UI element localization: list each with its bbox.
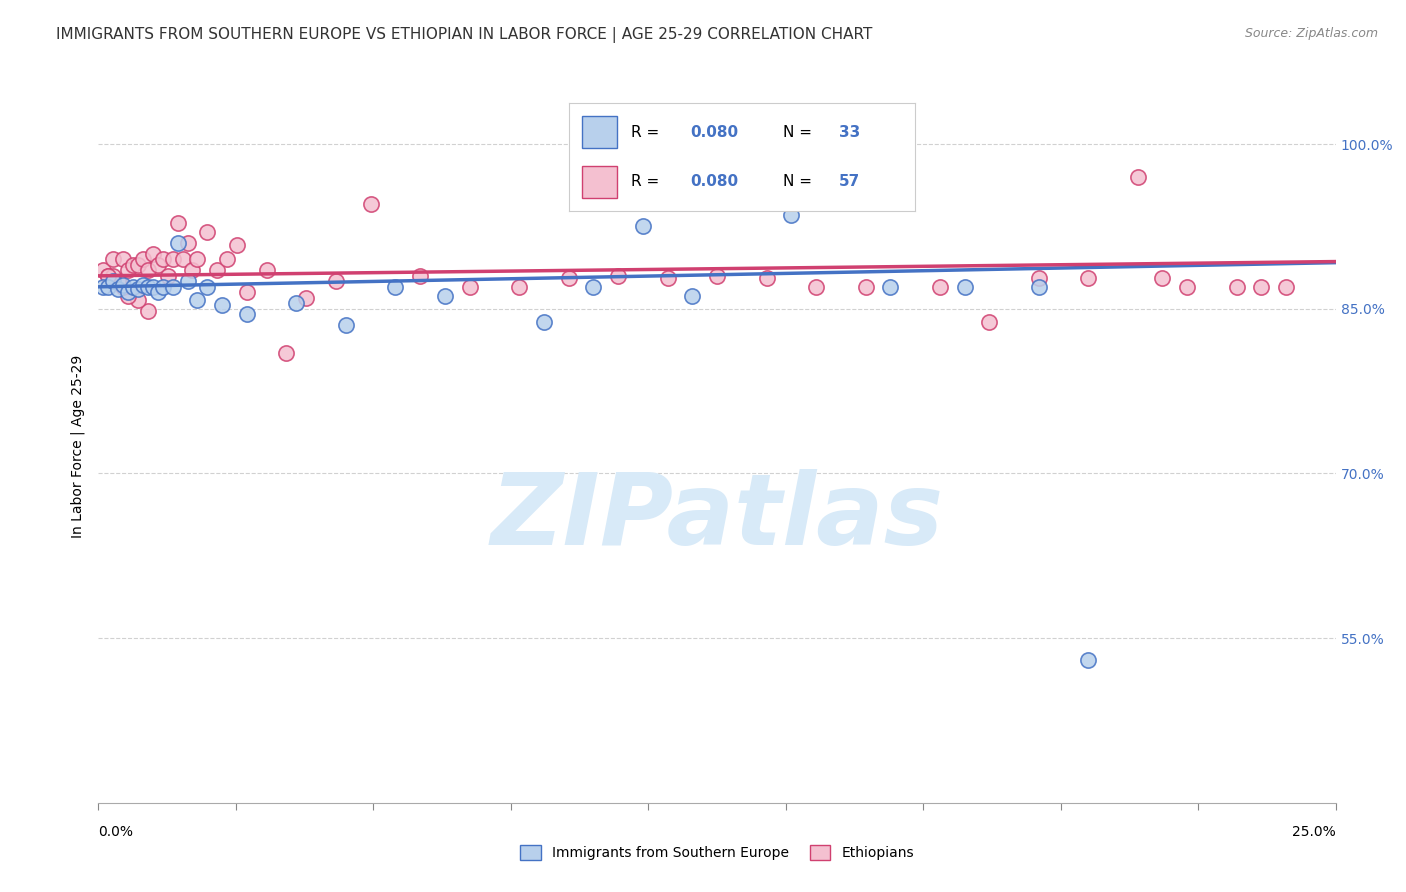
Point (557, 271, 579, 285)
Point (172, 252, 194, 267)
Text: 25.0%: 25.0% (1292, 825, 1336, 839)
Point (112, 277, 135, 292)
Point (631, 219, 654, 234)
Point (755, 271, 778, 285)
Point (122, 280, 145, 294)
Point (127, 293, 149, 307)
Point (127, 282, 149, 296)
Point (855, 280, 877, 294)
Point (1028, 271, 1050, 285)
Legend: Immigrants from Southern Europe, Ethiopians: Immigrants from Southern Europe, Ethiopi… (513, 838, 921, 867)
Point (360, 197, 382, 211)
Point (97, 280, 120, 294)
Point (146, 258, 169, 272)
Point (879, 280, 901, 294)
Point (162, 252, 184, 267)
Point (433, 288, 456, 302)
Point (146, 285, 169, 300)
Point (195, 280, 218, 294)
Point (384, 280, 406, 294)
Point (117, 288, 139, 302)
Point (295, 291, 318, 305)
Point (706, 268, 728, 283)
Point (533, 315, 555, 329)
Point (112, 252, 135, 267)
Point (132, 252, 155, 267)
Point (176, 274, 198, 288)
Text: 0.0%: 0.0% (98, 825, 134, 839)
Point (103, 268, 125, 283)
Point (508, 280, 530, 294)
Point (211, 298, 233, 312)
Point (953, 280, 976, 294)
Point (107, 274, 129, 288)
Text: Source: ZipAtlas.com: Source: ZipAtlas.com (1244, 27, 1378, 40)
Point (136, 280, 159, 294)
Point (681, 288, 703, 302)
Point (186, 293, 208, 307)
Point (1226, 280, 1249, 294)
Point (256, 263, 278, 277)
Point (107, 282, 129, 296)
Point (657, 271, 679, 285)
Point (97, 268, 120, 283)
Point (285, 296, 308, 310)
Point (195, 225, 218, 239)
Point (127, 258, 149, 272)
Point (1077, 271, 1099, 285)
Point (117, 263, 139, 277)
Point (1152, 271, 1174, 285)
Point (152, 252, 174, 267)
Point (186, 252, 208, 267)
Point (103, 252, 125, 267)
Point (236, 285, 259, 300)
Point (93, 263, 115, 277)
Point (1250, 280, 1272, 294)
Text: ZIPatlas: ZIPatlas (491, 469, 943, 566)
Point (325, 274, 347, 288)
Point (176, 235, 198, 250)
Point (136, 263, 159, 277)
Point (142, 247, 165, 261)
Point (1275, 280, 1298, 294)
Point (458, 280, 481, 294)
Point (1077, 653, 1099, 667)
Point (117, 285, 139, 300)
Point (166, 216, 188, 230)
Point (136, 304, 159, 318)
Point (122, 258, 145, 272)
Point (205, 263, 228, 277)
Point (236, 307, 259, 321)
Point (409, 268, 432, 283)
Point (93, 280, 115, 294)
Point (152, 280, 174, 294)
Point (276, 345, 298, 359)
Point (928, 280, 950, 294)
Point (142, 280, 165, 294)
Point (582, 280, 605, 294)
Point (162, 280, 184, 294)
Point (97, 268, 120, 283)
Point (1028, 280, 1050, 294)
Point (804, 280, 827, 294)
Text: IMMIGRANTS FROM SOUTHERN EUROPE VS ETHIOPIAN IN LABOR FORCE | AGE 25-29 CORRELAT: IMMIGRANTS FROM SOUTHERN EUROPE VS ETHIO… (56, 27, 873, 43)
Point (166, 235, 188, 250)
Point (607, 268, 630, 283)
Point (1126, 169, 1149, 184)
Point (226, 238, 249, 252)
Point (132, 277, 155, 292)
Point (335, 318, 357, 333)
Y-axis label: In Labor Force | Age 25-29: In Labor Force | Age 25-29 (70, 354, 84, 538)
Point (156, 268, 179, 283)
Point (103, 274, 125, 288)
Point (107, 274, 129, 288)
Point (217, 252, 239, 267)
Point (1175, 280, 1198, 294)
Point (979, 315, 1001, 329)
Point (780, 209, 803, 223)
Point (181, 263, 204, 277)
Point (112, 280, 135, 294)
